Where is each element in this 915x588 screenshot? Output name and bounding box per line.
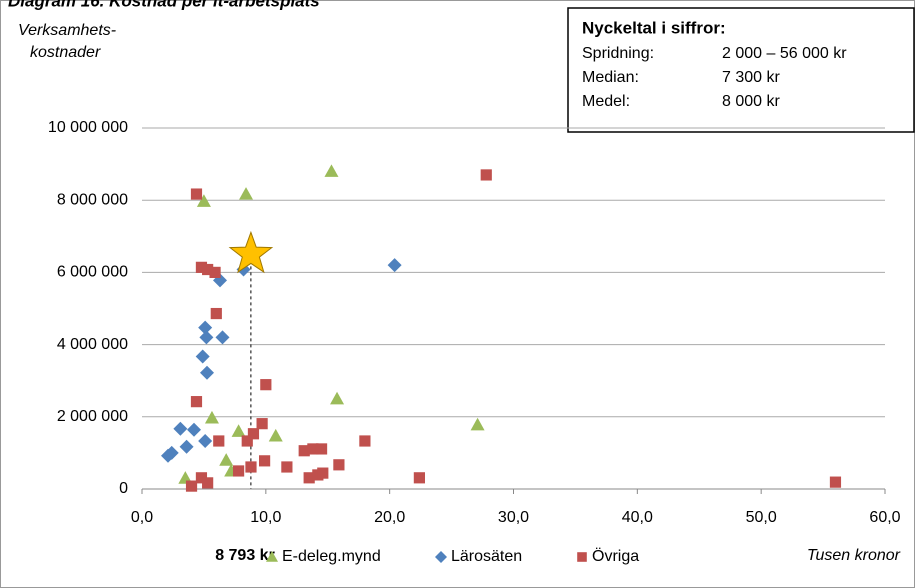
point: [330, 391, 345, 405]
point: [215, 330, 230, 345]
x-tick-label: 60,0: [869, 509, 900, 526]
key-figure-value: 8 000 kr: [722, 93, 780, 110]
point: [307, 443, 319, 455]
point: [324, 164, 339, 177]
point: [204, 410, 219, 424]
point: [231, 424, 246, 437]
key-figures-box: [567, 7, 915, 133]
point: [190, 396, 203, 408]
y-tick-label: 4 000 000: [57, 336, 128, 353]
point: [210, 307, 222, 320]
point: [198, 320, 213, 335]
key-figure-value: 2 000 – 56 000 kr: [722, 45, 847, 62]
x-tick-label: 50,0: [746, 509, 777, 526]
y-tick-label: 0: [119, 480, 128, 497]
y-axis-label: Verksamhets-: [18, 22, 116, 39]
legend-swatch: [577, 552, 587, 562]
point: [315, 443, 328, 455]
point: [317, 467, 329, 479]
point: [185, 480, 198, 492]
y-axis-label: kostnader: [30, 44, 101, 61]
key-figure-value: 7 300 kr: [722, 69, 780, 86]
point: [829, 476, 842, 488]
x-tick-label: 40,0: [622, 509, 653, 526]
x-tick-label: 10,0: [250, 509, 281, 526]
key-figure-label: Spridning:: [582, 45, 654, 62]
point: [303, 472, 315, 484]
point: [258, 455, 271, 467]
point: [480, 169, 492, 181]
point: [387, 258, 402, 273]
point: [232, 465, 245, 477]
point: [202, 477, 214, 489]
point: [239, 187, 254, 200]
point: [213, 435, 225, 447]
legend-label: Lärosäten: [451, 548, 522, 565]
point: [199, 330, 214, 345]
point: [198, 433, 213, 448]
point: [298, 445, 310, 457]
legend-swatch: [266, 551, 278, 562]
reference-label: 8 793 kr: [215, 547, 275, 564]
point: [245, 461, 257, 473]
x-tick-label: 30,0: [498, 509, 529, 526]
point: [195, 349, 210, 364]
point: [196, 194, 211, 207]
point: [187, 422, 202, 437]
point: [268, 428, 283, 442]
point: [161, 448, 176, 463]
point: [190, 188, 203, 200]
x-tick-label: 20,0: [374, 509, 405, 526]
point: [470, 417, 485, 431]
point: [413, 472, 425, 484]
x-tick-label: 0,0: [131, 509, 153, 526]
point: [281, 461, 293, 473]
y-tick-label: 8 000 000: [57, 191, 128, 208]
x-axis-label: Tusen kronor: [807, 547, 901, 564]
key-figure-label: Median:: [582, 69, 639, 86]
legend-swatch: [435, 551, 447, 563]
y-tick-label: 2 000 000: [57, 408, 128, 425]
point: [359, 435, 371, 447]
point: [200, 365, 215, 380]
point: [173, 421, 188, 436]
chart-title: Diagram 16. Kostnad per it-arbetsplats: [8, 0, 320, 10]
legend-label: E-deleg.mynd: [282, 548, 381, 565]
point: [209, 266, 221, 278]
legend-label: Övriga: [592, 547, 639, 565]
point: [256, 418, 268, 430]
key-figures-title: Nyckeltal i siffror:: [582, 18, 726, 37]
point: [260, 379, 272, 391]
reference-star: [228, 230, 274, 274]
point: [179, 439, 194, 454]
point: [333, 459, 345, 471]
key-figure-label: Medel:: [582, 93, 630, 110]
point: [219, 453, 234, 466]
point: [241, 435, 253, 447]
y-tick-label: 6 000 000: [57, 264, 128, 281]
y-tick-label: 10 000 000: [48, 119, 128, 136]
